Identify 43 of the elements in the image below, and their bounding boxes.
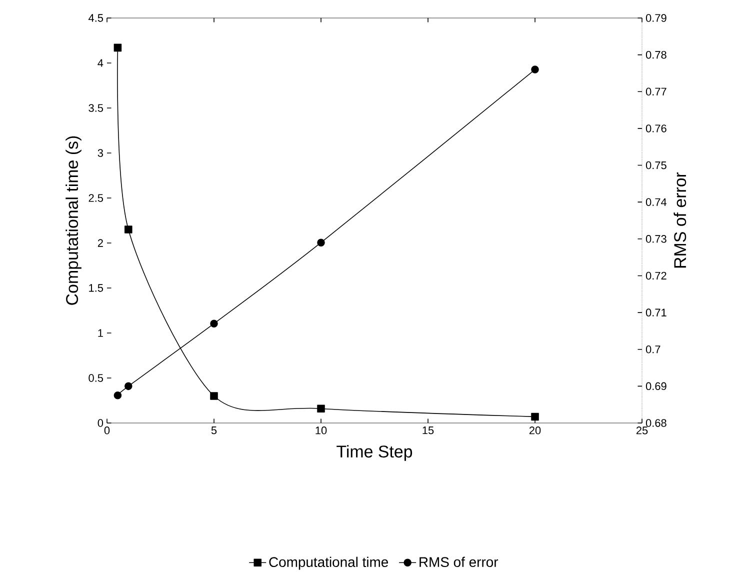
- point: [317, 404, 325, 412]
- y-tick-label: 4: [98, 59, 104, 67]
- y-tick-label: 2: [98, 239, 103, 247]
- y-tick-label: 4.5: [88, 14, 104, 22]
- y-tick-label: 3: [98, 149, 103, 157]
- y2-tick-label: 0.79: [646, 14, 666, 22]
- y2-tick-label: 0.73: [646, 235, 666, 243]
- x-tick-label: 0: [104, 426, 110, 434]
- point: [317, 238, 325, 246]
- x-tick-label: 20: [529, 426, 541, 434]
- point: [124, 382, 132, 390]
- y2-axis-title: RMS of error: [674, 172, 686, 268]
- y-tick-label: 2.5: [88, 194, 104, 202]
- point: [210, 320, 218, 328]
- point: [531, 412, 539, 421]
- y2-tick-label: 0.71: [646, 308, 666, 316]
- y2-tick-label: 0.77: [646, 88, 666, 96]
- y2-tick-label: 0.72: [646, 272, 666, 280]
- point: [114, 44, 122, 52]
- y2-tick-label: 0.7: [646, 345, 660, 354]
- y2-tick-label: 0.75: [646, 161, 666, 170]
- y2-tick-label: 0.74: [646, 198, 667, 206]
- point: [210, 392, 218, 400]
- x-tick-label: 15: [422, 426, 434, 434]
- y-tick-label: 0.5: [88, 374, 104, 382]
- y-tick-label: 1.5: [89, 284, 104, 292]
- y-tick-label: 3.5: [88, 104, 104, 112]
- y2-tick-label: 0.76: [646, 124, 666, 132]
- point: [114, 392, 122, 400]
- y2-tick-label: 0.68: [646, 419, 666, 427]
- y-axis-title: Computational time (s): [66, 136, 82, 305]
- legend-label: RMS of error: [420, 556, 498, 568]
- legend-label: Computational time: [269, 556, 388, 570]
- y-tick-label: 1: [98, 329, 103, 337]
- y2-tick-label: 0.69: [646, 382, 666, 390]
- point: [124, 226, 132, 234]
- point: [531, 66, 539, 74]
- x-axis-title: Time Step: [336, 445, 412, 461]
- x-tick-label: 5: [211, 426, 217, 434]
- y-tick-label: 0: [98, 419, 104, 427]
- y2-tick-label: 0.78: [646, 50, 666, 59]
- x-tick-label: 25: [636, 426, 648, 434]
- x-tick-label: 10: [316, 426, 327, 434]
